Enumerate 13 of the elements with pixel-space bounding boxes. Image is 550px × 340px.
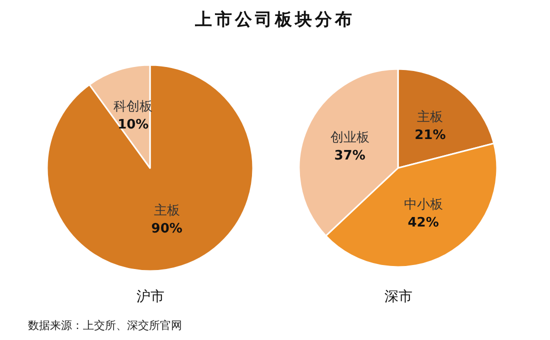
slice-label: 主板 (154, 202, 180, 218)
data-label: 10% (118, 118, 149, 133)
data-label: 21% (414, 128, 446, 144)
slice-label: 中小板 (404, 198, 443, 213)
slice-label: 创业板 (330, 130, 370, 146)
slice-label: 主板 (417, 109, 444, 126)
data-label: 37% (334, 148, 366, 164)
data-label: 90% (151, 221, 182, 236)
text: 深市 (384, 288, 414, 306)
source-note: 数据来源：上交所、深交所官网 (28, 318, 182, 333)
chart-title: 上市公司板块分布 (194, 9, 356, 31)
data-label: 42% (408, 216, 439, 231)
text: 沪市 (136, 288, 166, 306)
